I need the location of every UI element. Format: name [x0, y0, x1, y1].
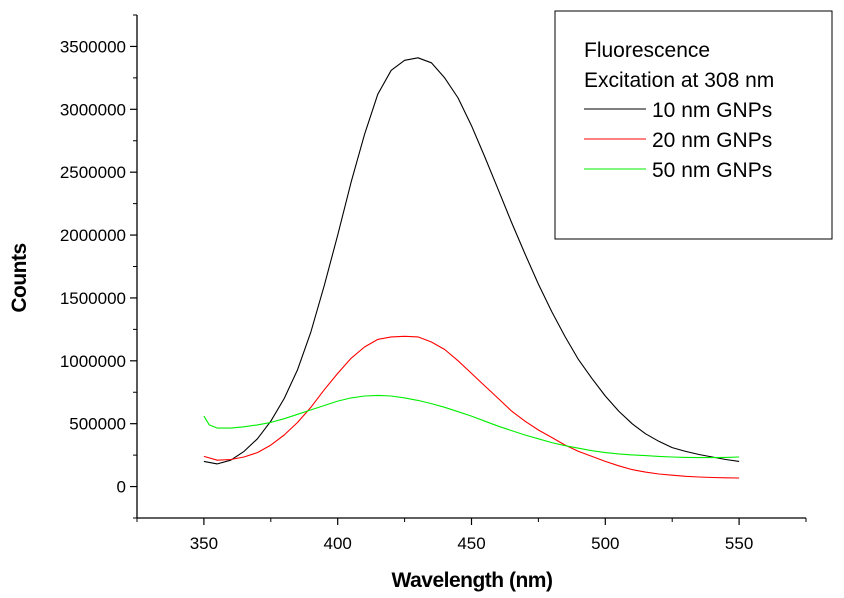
legend: Fluorescence Excitation at 308 nm 10 nm …: [554, 10, 833, 240]
legend-title-line-1: Fluorescence: [584, 39, 710, 62]
y-tick-label: 3500000: [60, 37, 126, 56]
y-axis-title: Counts: [8, 243, 31, 312]
x-tick-label: 400: [324, 534, 352, 553]
y-tick-label: 2000000: [60, 226, 126, 245]
y-tick-label: 1000000: [60, 352, 126, 371]
legend-box: [554, 10, 833, 240]
y-tick-label: 500000: [69, 415, 126, 434]
y-tick-label: 3000000: [60, 100, 126, 119]
legend-label-20nm: 20 nm GNPs: [652, 129, 772, 152]
y-tick-label: 0: [117, 478, 126, 497]
series-line-20nm: [203, 335, 740, 479]
x-tick-label: 550: [725, 534, 753, 553]
series-line-50nm: [203, 394, 740, 459]
x-tick-label: 350: [190, 534, 218, 553]
legend-label-10nm: 10 nm GNPs: [652, 99, 772, 122]
legend-label-50nm: 50 nm GNPs: [652, 159, 772, 182]
x-tick-label: 450: [457, 534, 485, 553]
x-tick-label: 500: [591, 534, 619, 553]
series-layer: [203, 57, 740, 479]
y-tick-label: 1500000: [60, 289, 126, 308]
legend-title-line-2: Excitation at 308 nm: [584, 69, 774, 92]
y-tick-label: 2500000: [60, 163, 126, 182]
x-axis-title: Wavelength (nm): [392, 569, 553, 592]
series-line-10nm: [203, 57, 740, 465]
axes: 0 500000 1000000 1500000 2000000 2500000 30000…: [60, 14, 807, 553]
